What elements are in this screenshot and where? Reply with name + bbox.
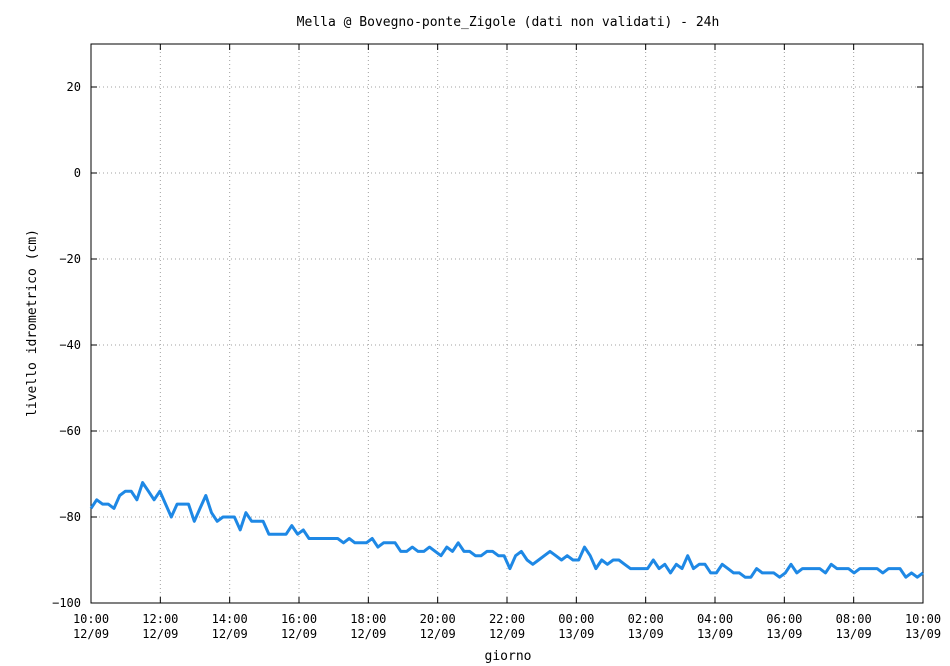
- x-tick-date: 12/09: [420, 627, 456, 641]
- x-tick-time: 00:00: [558, 612, 594, 626]
- x-tick-time: 10:00: [73, 612, 109, 626]
- x-tick-date: 12/09: [281, 627, 317, 641]
- x-tick-time: 20:00: [420, 612, 456, 626]
- x-tick-time: 02:00: [628, 612, 664, 626]
- grid: [91, 44, 923, 603]
- x-tick-time: 18:00: [350, 612, 386, 626]
- y-tick-label: 0: [74, 166, 81, 180]
- series-layer: [89, 481, 924, 579]
- y-tick-label: −60: [59, 424, 81, 438]
- x-tick-time: 08:00: [836, 612, 872, 626]
- x-tick-date: 13/09: [766, 627, 802, 641]
- x-tick-date: 12/09: [489, 627, 525, 641]
- y-tick-label: −80: [59, 510, 81, 524]
- series-line-level: [89, 481, 924, 579]
- y-tick-label: −40: [59, 338, 81, 352]
- x-tick-time: 04:00: [697, 612, 733, 626]
- x-tick-date: 13/09: [628, 627, 664, 641]
- x-tick-date: 13/09: [905, 627, 941, 641]
- x-tick-time: 14:00: [212, 612, 248, 626]
- x-tick-date: 12/09: [350, 627, 386, 641]
- x-axis-label: giorno: [485, 649, 532, 664]
- x-axis: 10:0012/0912:0012/0914:0012/0916:0012/09…: [73, 44, 941, 641]
- x-tick-time: 12:00: [142, 612, 178, 626]
- y-tick-label: −100: [52, 596, 81, 610]
- y-tick-label: −20: [59, 252, 81, 266]
- x-tick-time: 10:00: [905, 612, 941, 626]
- x-tick-date: 12/09: [73, 627, 109, 641]
- y-axis: 20 0 −20 −40 −60 −80 −100: [52, 80, 923, 610]
- x-tick-time: 06:00: [766, 612, 802, 626]
- x-tick-date: 12/09: [212, 627, 248, 641]
- x-tick-date: 13/09: [697, 627, 733, 641]
- chart-title: Mella @ Bovegno-ponte_Zigole (dati non v…: [297, 15, 720, 30]
- y-tick-label: 20: [67, 80, 81, 94]
- x-tick-date: 13/09: [558, 627, 594, 641]
- x-tick-time: 22:00: [489, 612, 525, 626]
- y-axis-label: livello idrometrico (cm): [25, 229, 40, 417]
- x-tick-time: 16:00: [281, 612, 317, 626]
- x-tick-date: 12/09: [142, 627, 178, 641]
- x-tick-date: 13/09: [836, 627, 872, 641]
